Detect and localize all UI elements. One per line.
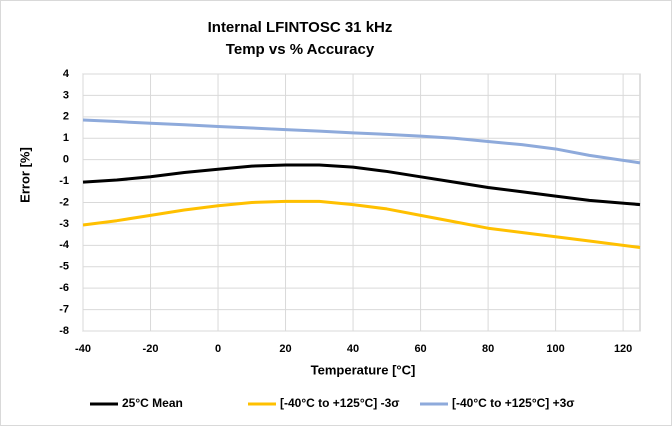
y-axis-label: Error [%] <box>17 147 32 203</box>
legend-label: [-40°C to +125°C] +3σ <box>452 396 575 410</box>
y-tick-label: 0 <box>63 154 69 166</box>
series-line <box>82 118 641 165</box>
y-tick-label: -6 <box>59 282 69 294</box>
legend-label: [-40°C to +125°C] -3σ <box>280 396 400 410</box>
y-tick-label: 4 <box>63 68 70 80</box>
y-tick-label: -4 <box>59 239 70 251</box>
x-tick-label: 120 <box>614 343 632 355</box>
x-tick-label: 60 <box>414 343 426 355</box>
y-tick-label: -3 <box>59 218 69 230</box>
x-tick-label: -20 <box>143 343 159 355</box>
x-tick-label: 0 <box>215 343 221 355</box>
legend-label: 25°C Mean <box>122 396 183 410</box>
x-tick-label: 20 <box>279 343 291 355</box>
x-tick-label: 80 <box>482 343 494 355</box>
x-tick-label: 40 <box>347 343 359 355</box>
chart-title: Internal LFINTOSC 31 kHz <box>208 19 393 36</box>
y-tick-label: -7 <box>59 303 69 315</box>
y-tick-label: 1 <box>63 132 69 144</box>
y-tick-label: 2 <box>63 111 69 123</box>
x-axis-label: Temperature [°C] <box>311 362 416 377</box>
x-tick-label: 100 <box>546 343 564 355</box>
series-line <box>82 199 641 249</box>
y-tick-label: -8 <box>59 325 69 337</box>
chart-subtitle: Temp vs % Accuracy <box>226 41 375 58</box>
y-tick-label: -5 <box>59 261 69 273</box>
y-tick-label: 3 <box>63 89 69 101</box>
series-line <box>82 163 641 207</box>
y-tick-label: -2 <box>59 196 69 208</box>
y-tick-label: -1 <box>59 175 69 187</box>
x-tick-label: -40 <box>75 343 91 355</box>
